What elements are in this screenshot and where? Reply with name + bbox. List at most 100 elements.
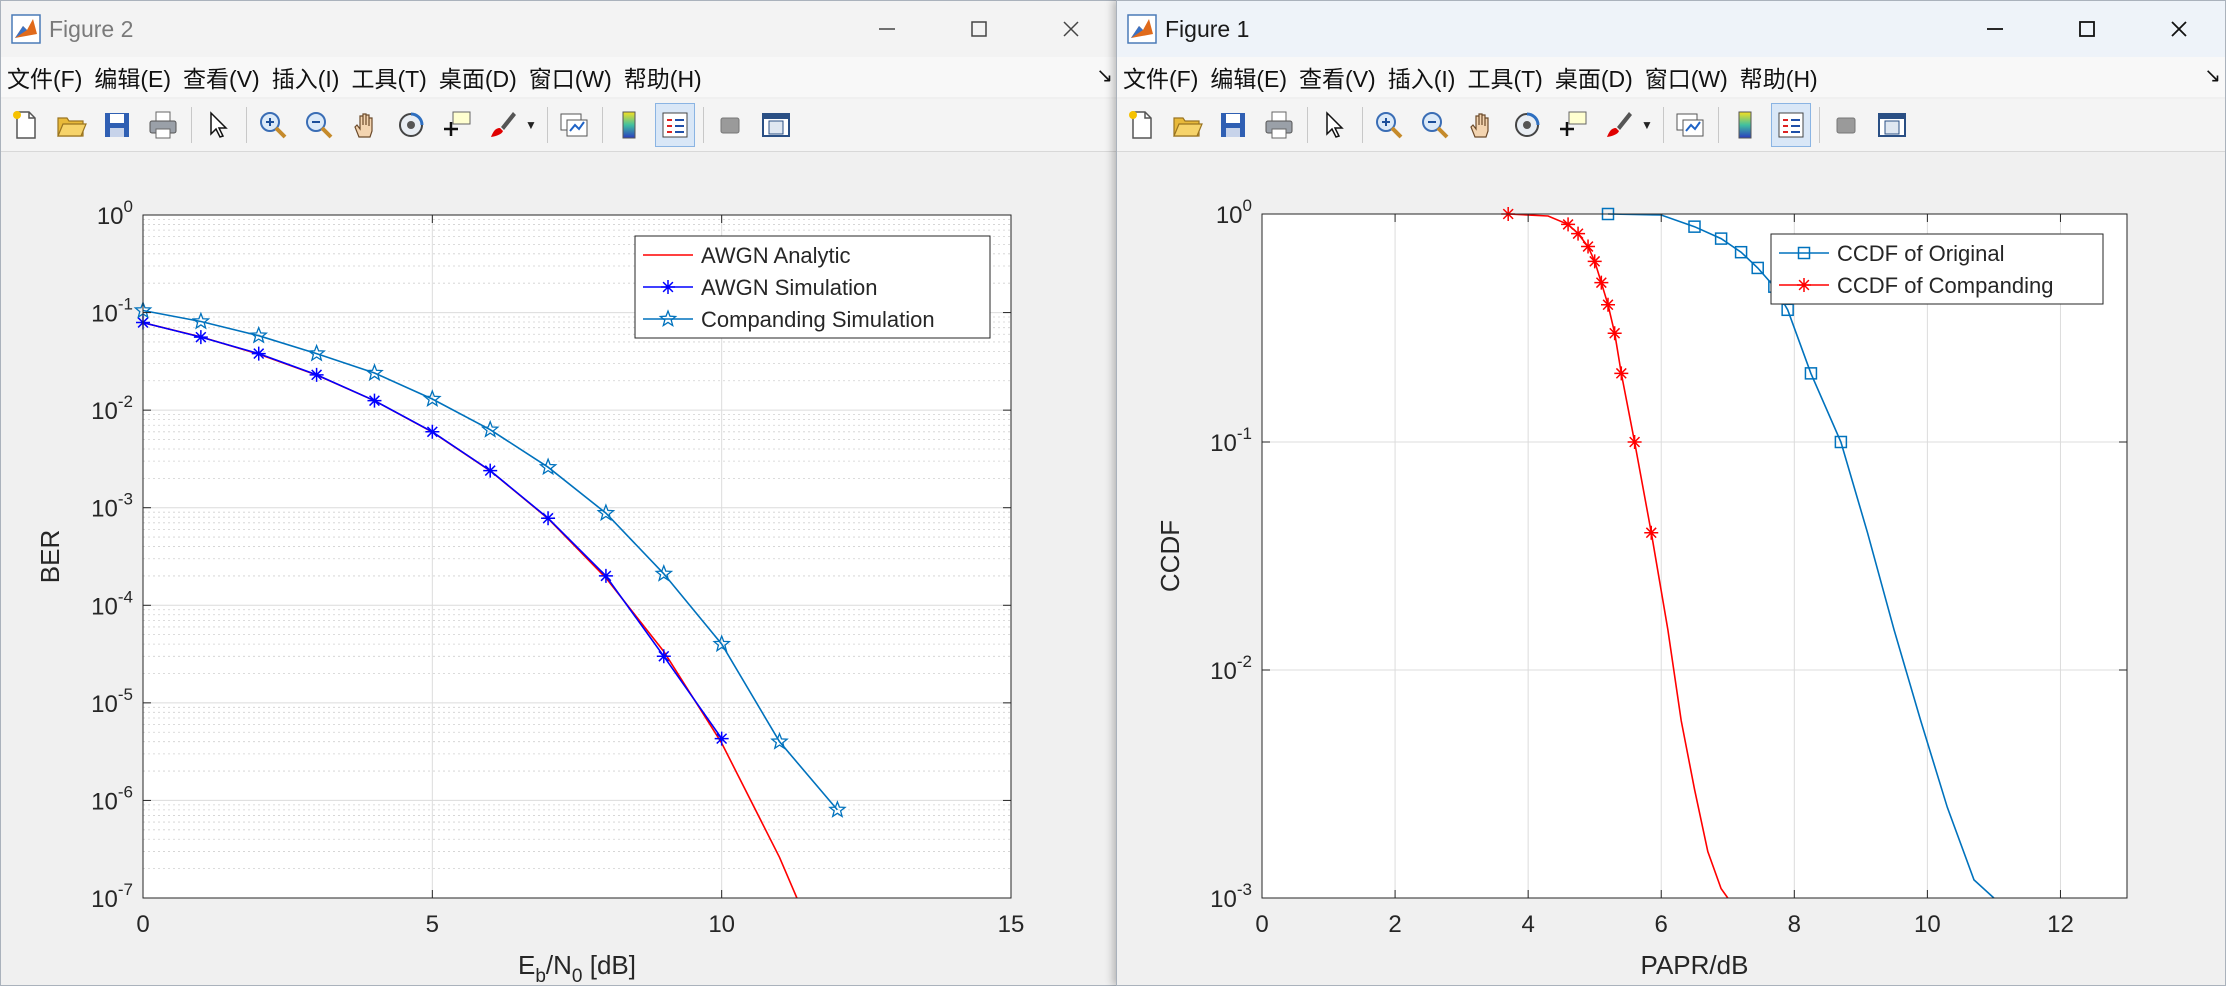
minimize-button[interactable]	[1949, 1, 2041, 57]
edit-plot-button[interactable]	[1314, 103, 1354, 147]
close-button[interactable]	[1025, 1, 1117, 57]
new-figure-button[interactable]	[1121, 103, 1161, 147]
data-point	[1714, 232, 1728, 245]
insert-colorbar-button[interactable]	[1725, 103, 1765, 147]
menu-window[interactable]: 窗口(W)	[1644, 66, 1728, 92]
data-tips-button[interactable]	[1553, 103, 1593, 147]
data-point	[1594, 275, 1609, 290]
data-point	[1587, 254, 1602, 269]
show-plot-tools-icon	[761, 113, 790, 137]
zoom-out-button[interactable]	[1415, 103, 1455, 147]
legend-icon	[1778, 112, 1804, 138]
menu-desktop[interactable]: 桌面(D)	[438, 66, 517, 92]
zoom-out-button[interactable]	[299, 103, 339, 147]
menu-bar: 文件(F) 编辑(E) 查看(V) 插入(I) 工具(T) 桌面(D) 窗口(W…	[1, 57, 1117, 97]
menu-edit[interactable]: 编辑(E)	[94, 66, 172, 92]
insert-legend-button[interactable]	[654, 103, 695, 147]
minimize-button[interactable]	[841, 1, 933, 57]
toolbar-separator	[601, 107, 603, 143]
insert-colorbar-button[interactable]	[609, 103, 649, 147]
zoom-in-button[interactable]	[253, 103, 293, 147]
rotate-button[interactable]	[1507, 103, 1547, 147]
minimize-icon	[1987, 28, 2003, 30]
insert-legend-button[interactable]	[1770, 103, 1811, 147]
data-point	[770, 731, 789, 750]
menu-view[interactable]: 查看(V)	[1299, 66, 1376, 92]
data-point	[1751, 261, 1764, 275]
hide-plot-tools-button[interactable]	[710, 103, 750, 147]
title-bar[interactable]: Figure 1	[1117, 1, 2225, 57]
open-folder-icon	[57, 117, 87, 137]
axes-box	[1261, 213, 2128, 899]
menu-edit[interactable]: 编辑(E)	[1210, 66, 1288, 92]
rotate-button[interactable]	[391, 103, 431, 147]
link-plot-button[interactable]	[1670, 103, 1710, 147]
open-file-button[interactable]	[51, 103, 91, 147]
hide-plot-tools-button[interactable]	[1826, 103, 1866, 147]
series-3	[133, 300, 847, 818]
menu-insert[interactable]: 插入(I)	[1387, 66, 1456, 92]
new-figure-button[interactable]	[5, 103, 45, 147]
menubar-overflow-icon[interactable]: ↘	[2204, 65, 2221, 87]
toolbar-separator	[246, 107, 247, 143]
data-point	[191, 311, 211, 330]
x-tick-label: 10	[1914, 911, 1941, 938]
data-cursor-icon	[444, 111, 471, 136]
print-button[interactable]	[143, 103, 183, 147]
show-plot-tools-button[interactable]	[1872, 103, 1912, 147]
rotate-3d-icon	[399, 112, 424, 137]
save-button[interactable]	[97, 103, 137, 147]
menu-tools[interactable]: 工具(T)	[351, 66, 427, 92]
data-cursor-icon	[1560, 111, 1587, 136]
menu-file[interactable]: 文件(F)	[7, 66, 83, 92]
menu-file[interactable]: 文件(F)	[1123, 66, 1199, 92]
legend-marker	[1797, 278, 1811, 292]
save-icon	[105, 113, 129, 137]
data-point	[828, 800, 847, 818]
menu-help[interactable]: 帮助(H)	[1739, 66, 1818, 92]
pan-button[interactable]	[345, 103, 385, 147]
maximize-button[interactable]	[2041, 1, 2133, 57]
menubar-overflow-icon[interactable]: ↘	[1096, 65, 1113, 87]
zoom-in-button[interactable]	[1369, 103, 1409, 147]
figure-toolbar: ▼	[1117, 99, 2225, 152]
y-tick-label: 10-3	[91, 490, 133, 523]
menu-tools[interactable]: 工具(T)	[1467, 66, 1543, 92]
maximize-button[interactable]	[933, 1, 1025, 57]
ber-plot[interactable]: 0 5 10 15 100 10-1 10-2 10-3 10-4 10-5 10-6 10-7 Eb/…	[1, 152, 1117, 986]
ccdf-plot[interactable]: 0 2 4 6 8 10 12 100 10-1 10-2 10-3 PAPR/dB CCDF CCDF …	[1117, 152, 2225, 986]
figure-1-window[interactable]: Figure 1 文件(F) 编辑(E) 查看(V) 插入(I) 工具(T) 桌…	[1116, 0, 2226, 986]
maximize-icon	[2079, 21, 2095, 37]
menu-view[interactable]: 查看(V)	[183, 66, 260, 92]
edit-plot-button[interactable]	[198, 103, 238, 147]
data-point	[307, 343, 326, 362]
link-plot-button[interactable]	[554, 103, 594, 147]
menu-desktop[interactable]: 桌面(D)	[1554, 66, 1633, 92]
brush-icon	[491, 112, 516, 137]
brush-dropdown-icon[interactable]: ▼	[1641, 118, 1653, 132]
pan-hand-icon	[1470, 113, 1489, 138]
y-tick-label: 10-5	[91, 685, 133, 718]
open-file-button[interactable]	[1167, 103, 1207, 147]
data-point	[1734, 245, 1748, 259]
brush-dropdown-icon[interactable]: ▼	[525, 118, 537, 132]
brush-button[interactable]	[1599, 103, 1639, 147]
close-button[interactable]	[2133, 1, 2225, 57]
legend-entry: CCDF of Companding	[1837, 273, 2053, 298]
print-button[interactable]	[1259, 103, 1299, 147]
data-tips-button[interactable]	[437, 103, 477, 147]
colorbar-icon	[622, 111, 636, 139]
y-tick-label: 10-4	[91, 587, 133, 620]
brush-button[interactable]	[483, 103, 523, 147]
data-point	[1688, 220, 1701, 233]
title-bar[interactable]: Figure 2	[1, 1, 1117, 57]
menu-insert[interactable]: 插入(I)	[271, 66, 340, 92]
menu-help[interactable]: 帮助(H)	[623, 66, 702, 92]
pan-button[interactable]	[1461, 103, 1501, 147]
data-point	[1834, 435, 1848, 449]
save-button[interactable]	[1213, 103, 1253, 147]
menu-window[interactable]: 窗口(W)	[528, 66, 612, 92]
show-plot-tools-button[interactable]	[756, 103, 796, 147]
figure-2-window[interactable]: Figure 2 文件(F) 编辑(E) 查看(V) 插入(I) 工具(T) 桌…	[0, 0, 1118, 986]
legend-marker	[1797, 246, 1811, 260]
